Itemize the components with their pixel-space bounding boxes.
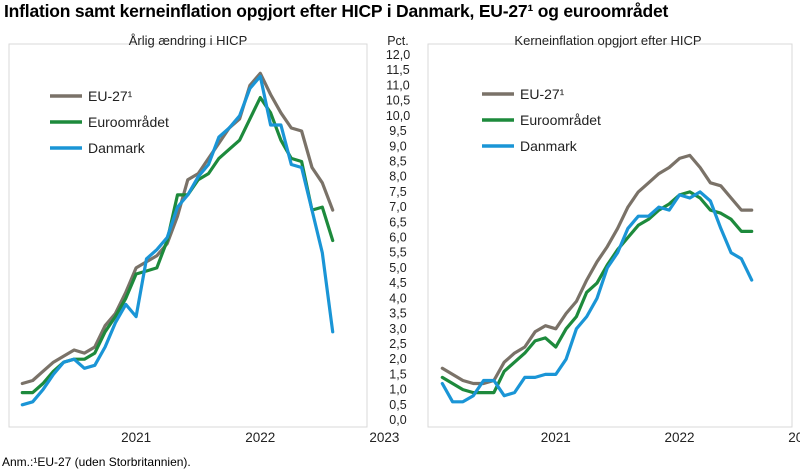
- x-year-label: 2021: [121, 430, 151, 445]
- left-subtitle: Årlig ændring i HICP: [129, 33, 248, 48]
- y-tick-label: 1,0: [389, 383, 406, 397]
- x-year-label: 2023: [788, 430, 800, 445]
- series-line-eu27: [440, 153, 754, 386]
- y-tick-label: 3,0: [389, 322, 406, 336]
- series-line-euro: [440, 190, 754, 395]
- right-plot-frame: [427, 43, 793, 428]
- y-tick-label: 0,5: [389, 398, 406, 412]
- series-line-dk: [440, 190, 754, 404]
- left-plot-frame: [8, 43, 368, 428]
- y-tick-label: 6,5: [389, 215, 406, 229]
- series-line-dk: [20, 74, 335, 407]
- y-tick-label: 10,0: [386, 109, 410, 123]
- y-tick-label: 5,5: [389, 246, 406, 260]
- y-tick-label: 2,5: [389, 337, 406, 351]
- right-subtitle: Kerneinflation opgjort efter HICP: [514, 33, 701, 48]
- y-tick-label: 6,0: [389, 231, 406, 245]
- y-tick-label: 4,0: [389, 291, 406, 305]
- y-tick-label: 1,5: [389, 367, 406, 381]
- series-line-eu27: [20, 71, 335, 386]
- y-tick-label: 9,5: [389, 124, 406, 138]
- y-tick-label: 9,0: [389, 139, 406, 153]
- legend-label-dk: Danmark: [520, 138, 578, 154]
- y-axis-unit: Pct.: [387, 34, 409, 48]
- y-tick-label: 0,0: [389, 413, 406, 427]
- y-tick-label: 3,5: [389, 307, 406, 321]
- y-tick-label: 8,0: [389, 170, 406, 184]
- x-year-label: 2021: [541, 430, 571, 445]
- y-tick-label: 11,5: [386, 63, 409, 77]
- x-year-label: 2022: [664, 430, 694, 445]
- y-tick-label: 2,0: [389, 352, 406, 366]
- legend-label-euro: Euroområdet: [520, 112, 601, 128]
- y-tick-label: 12,0: [386, 48, 410, 62]
- y-tick-label: 10,5: [386, 94, 410, 108]
- x-year-label: 2022: [245, 430, 275, 445]
- y-tick-label: 5,0: [389, 261, 406, 275]
- footnote: Anm.:¹EU-27 (uden Storbritannien).: [2, 455, 191, 469]
- legend-label-eu27: EU-27¹: [88, 88, 133, 104]
- y-tick-label: 8,5: [389, 155, 406, 169]
- chart-title: Inflation samt kerneinflation opgjort ef…: [4, 1, 669, 21]
- y-tick-label: 11,0: [386, 78, 409, 92]
- legend-label-dk: Danmark: [88, 140, 146, 156]
- legend-label-euro: Euroområdet: [88, 114, 169, 130]
- y-tick-label: 7,0: [389, 200, 406, 214]
- y-tick-label: 7,5: [389, 185, 406, 199]
- legend-label-eu27: EU-27¹: [520, 86, 565, 102]
- x-year-label: 2023: [369, 430, 399, 445]
- y-tick-label: 4,5: [389, 276, 406, 290]
